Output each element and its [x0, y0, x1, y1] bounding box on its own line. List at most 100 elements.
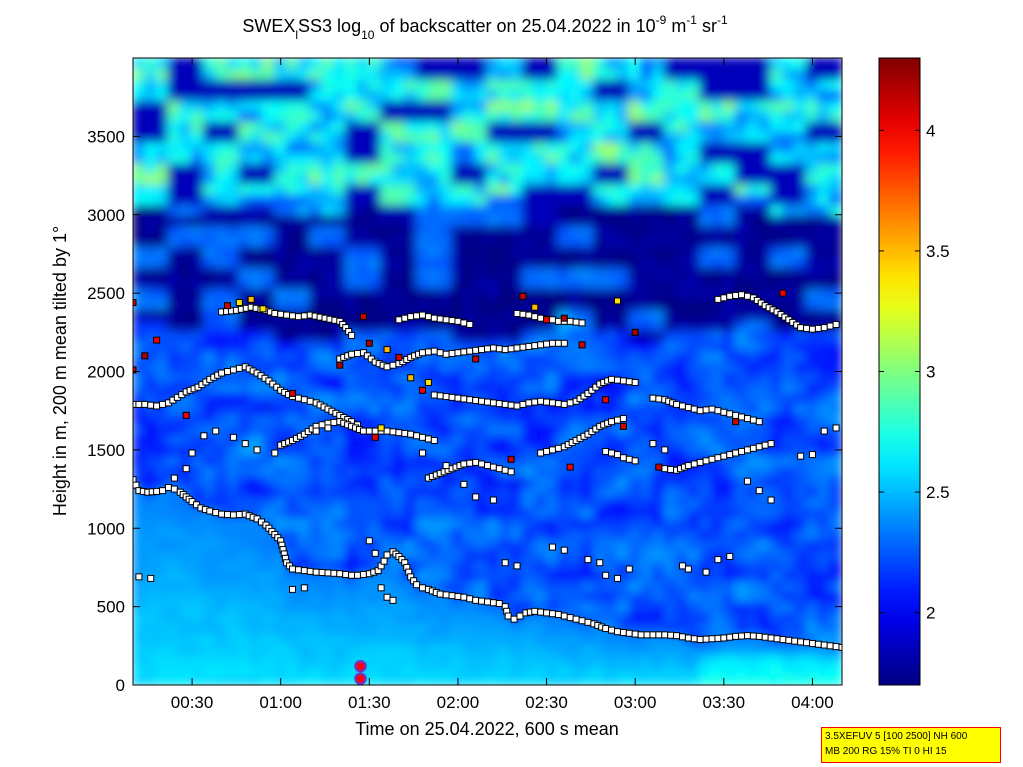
field-cell [368, 475, 383, 488]
field-cell [191, 192, 205, 206]
field-cell [604, 433, 619, 446]
field-cell [781, 380, 796, 394]
field-cell [332, 161, 347, 174]
field-cell [569, 370, 584, 383]
field-cell [651, 307, 666, 321]
chart-title: SWEXlSS3 log10 of backscatter on 25.04.2… [242, 13, 728, 42]
field-cell [663, 151, 678, 164]
field-cell [722, 391, 737, 404]
field-cell [770, 380, 784, 394]
field-cell [533, 475, 548, 488]
field-cell [533, 161, 548, 174]
field-cell [368, 203, 383, 216]
field-cell [261, 161, 276, 174]
field-cell [391, 485, 406, 498]
field-cell [722, 161, 737, 174]
field-cell [734, 67, 749, 80]
field-cell [498, 328, 513, 342]
field-cell [793, 412, 808, 425]
field-cell [758, 380, 773, 394]
field-cell [462, 652, 477, 666]
field-cell [474, 88, 489, 101]
field-cell [321, 224, 335, 237]
field-cell [143, 495, 158, 509]
field-cell [250, 610, 264, 624]
field-cell [533, 495, 548, 509]
field-cell [498, 297, 513, 310]
field-cell [510, 161, 524, 174]
field-cell [510, 224, 524, 237]
scatter-point [808, 451, 816, 459]
field-cell [569, 245, 584, 258]
field-cell [699, 203, 714, 216]
field-cell [711, 119, 725, 133]
field-cell [143, 192, 158, 206]
field-cell [604, 213, 619, 227]
layer-point [489, 599, 497, 607]
field-cell [462, 443, 477, 457]
field-cell [569, 276, 584, 289]
field-cell [675, 192, 690, 206]
field-cell [344, 548, 359, 561]
field-cell [533, 454, 548, 467]
field-cell [770, 652, 784, 666]
field-cell [238, 391, 253, 404]
layer-point [608, 626, 616, 634]
y-tick-label: 2000 [87, 363, 125, 382]
field-cell [533, 58, 548, 70]
field-cell [191, 151, 205, 164]
field-cell [462, 109, 477, 122]
field-cell [592, 88, 607, 101]
field-cell [498, 119, 513, 133]
field-cell [592, 464, 607, 477]
field-cell [569, 663, 584, 676]
field-cell [758, 370, 773, 383]
field-cell [805, 286, 820, 300]
field-cell [309, 589, 324, 603]
field-cell [155, 506, 170, 519]
field-cell [250, 475, 264, 488]
field-cell [250, 412, 264, 425]
field-cell [781, 339, 796, 352]
field-cell [332, 98, 347, 112]
field-cell [285, 203, 300, 216]
field-cell [781, 475, 796, 488]
field-cell [261, 171, 276, 185]
field-cell [451, 506, 465, 519]
field-cell [250, 380, 264, 394]
field-cell [817, 380, 832, 394]
field-cell [581, 88, 595, 101]
field-cell [179, 67, 194, 80]
field-cell [462, 192, 477, 206]
field-cell [616, 77, 631, 91]
field-cell [687, 370, 702, 383]
field-cell [569, 360, 584, 373]
colorbar-tick-label: 2 [926, 604, 935, 623]
parameter-box: 3.5XEFUV 5 [100 2500] NH 600 MB 200 RG 1… [821, 727, 1001, 763]
layer-point [732, 449, 740, 457]
field-cell [533, 506, 548, 519]
field-cell [273, 610, 288, 624]
field-cell [285, 266, 300, 279]
field-cell [687, 171, 702, 185]
field-cell [829, 589, 842, 603]
field-cell [770, 475, 784, 488]
field-cell [273, 589, 288, 603]
field-cell [628, 192, 643, 206]
field-cell [651, 401, 666, 415]
field-cell [640, 130, 654, 143]
field-cell [805, 548, 820, 561]
field-cell [261, 558, 276, 572]
field-cell [663, 67, 678, 80]
field-cell [521, 454, 536, 467]
field-cell [226, 412, 241, 425]
field-cell [155, 579, 170, 592]
field-cell [687, 485, 702, 498]
field-cell [427, 600, 442, 613]
field-cell [391, 286, 406, 300]
field-cell [368, 454, 383, 467]
field-cell [793, 109, 808, 122]
field-cell [297, 475, 312, 488]
field-cell [427, 140, 442, 154]
field-cell [829, 412, 842, 425]
